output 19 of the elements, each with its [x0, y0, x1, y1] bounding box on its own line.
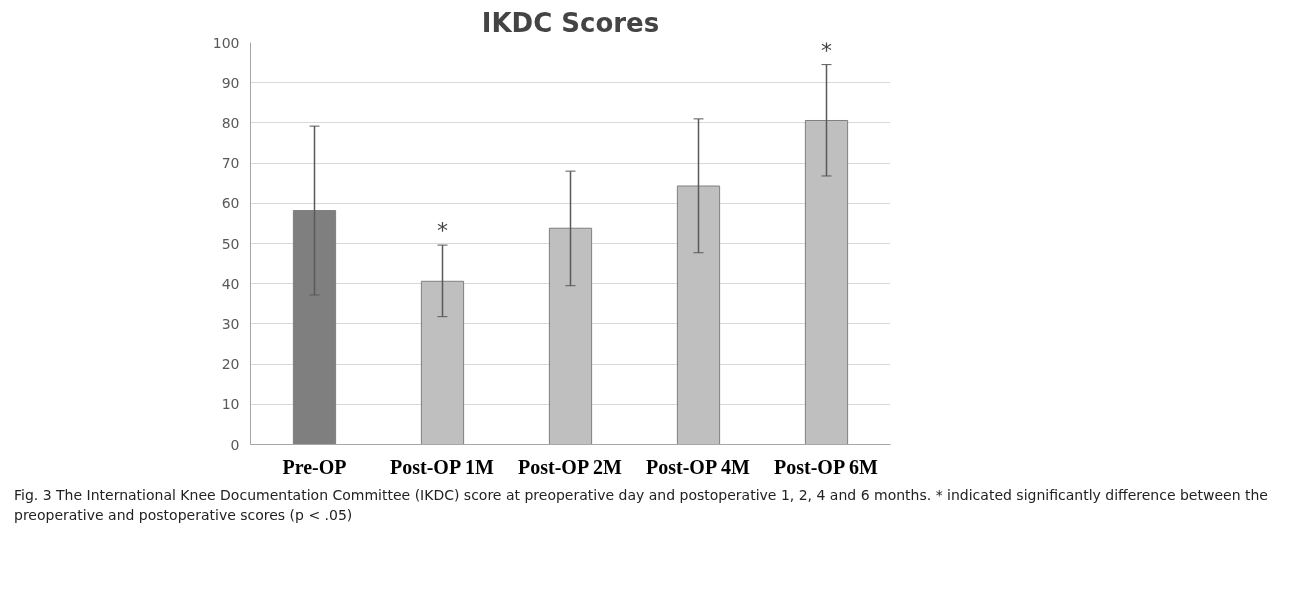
x-tick-label: Post-OP 1M	[390, 455, 494, 478]
y-tick-label: 50	[221, 235, 240, 252]
y-tick-label: 100	[212, 34, 240, 51]
y-tick-label: 20	[221, 356, 240, 373]
x-tick-label: Post-OP 4M	[646, 455, 750, 478]
y-tick-label: 40	[221, 275, 240, 292]
x-tick-label: Post-OP 2M	[518, 455, 622, 478]
y-tick-label: 30	[221, 315, 240, 332]
x-tick-label: Pre-OP	[282, 455, 347, 478]
x-tick-label: Post-OP 6M	[774, 455, 878, 478]
y-tick-label: 0	[230, 436, 240, 453]
y-tick-label: 80	[221, 114, 240, 131]
y-tick-label: 10	[221, 396, 240, 413]
chart-title: IKDC Scores	[481, 7, 660, 38]
y-tick-label: 70	[221, 155, 240, 172]
caption: Fig. 3 The International Knee Documentation Committee (IKDC) score at preoperative day and postoperative 1, 2, 4 and 6 months. * indicated significantly difference between the preoperative and postoperative scores (p < .05)	[14, 486, 1269, 525]
y-tick-label: 90	[221, 74, 240, 91]
y-tick-label: 60	[221, 195, 240, 212]
annotation: *	[437, 218, 448, 244]
